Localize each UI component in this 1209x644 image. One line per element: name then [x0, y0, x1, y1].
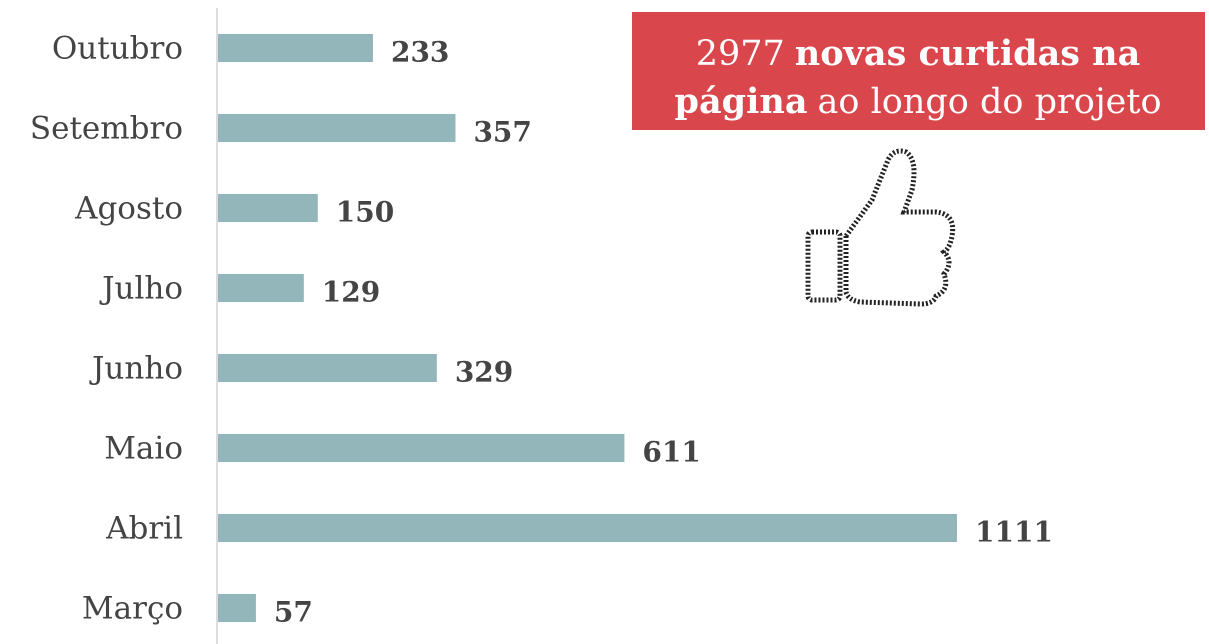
value-label: 233: [391, 36, 449, 69]
category-label: Março: [82, 591, 183, 627]
value-label: 357: [473, 116, 531, 149]
value-label: 129: [322, 276, 380, 309]
bar: [218, 194, 318, 222]
annotation-box: [632, 12, 1205, 130]
value-label: 150: [336, 196, 394, 229]
category-label: Julho: [99, 271, 183, 307]
bar: [218, 434, 625, 462]
category-label: Outubro: [52, 31, 183, 67]
bar: [218, 514, 957, 542]
category-label: Abril: [105, 511, 183, 547]
category-label: Agosto: [74, 191, 183, 227]
value-label: 329: [455, 356, 513, 389]
annotation-text: 2977 novas curtidas na: [696, 33, 1141, 74]
thumb-icon: [805, 148, 956, 307]
bar: [218, 34, 373, 62]
bar: [218, 594, 256, 622]
category-label: Maio: [104, 431, 183, 467]
bar: [218, 354, 437, 382]
annotation-part: novas curtidas na: [795, 33, 1141, 74]
annotation-part: 2977: [696, 34, 785, 74]
annotation-part: ao longo do projeto: [818, 82, 1162, 122]
category-label: Setembro: [30, 111, 183, 147]
annotation-part: página: [674, 81, 807, 122]
value-label: 57: [274, 596, 313, 629]
value-label: 611: [642, 436, 700, 469]
category-label: Junho: [89, 351, 183, 387]
annotation-text: página ao longo do projeto: [674, 81, 1161, 122]
bar: [218, 114, 456, 142]
value-label: 1111: [975, 516, 1053, 549]
bar: [218, 274, 304, 302]
